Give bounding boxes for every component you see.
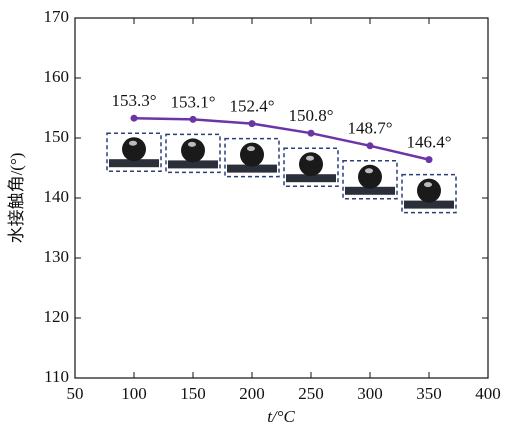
droplet-highlight bbox=[306, 156, 314, 161]
droplet-highlight bbox=[129, 141, 137, 146]
y-tick-label: 130 bbox=[44, 247, 70, 266]
x-tick-label: 300 bbox=[357, 384, 383, 403]
x-tick-label: 100 bbox=[121, 384, 147, 403]
point bbox=[367, 142, 374, 149]
point bbox=[308, 130, 315, 137]
data-label: 152.4° bbox=[229, 97, 274, 116]
y-tick-label: 140 bbox=[44, 187, 70, 206]
point bbox=[426, 156, 433, 163]
x-tick-label: 200 bbox=[239, 384, 265, 403]
droplet-highlight bbox=[188, 142, 196, 147]
y-tick-label: 160 bbox=[44, 67, 70, 86]
droplet-highlight bbox=[365, 168, 373, 173]
y-tick-label: 150 bbox=[44, 127, 70, 146]
point bbox=[249, 120, 256, 127]
x-tick-label: 400 bbox=[475, 384, 501, 403]
y-tick-label: 170 bbox=[44, 7, 70, 26]
y-tick-label: 110 bbox=[44, 367, 69, 386]
droplet-highlight bbox=[247, 146, 255, 151]
y-axis-label: 水接触角/(°) bbox=[7, 153, 26, 244]
point bbox=[190, 116, 197, 123]
chart: t/°C 水接触角/(°) 110 120 130 140 150 160 170 50 100… bbox=[0, 0, 506, 429]
x-tick-label: 150 bbox=[180, 384, 206, 403]
y-tick-label: 120 bbox=[44, 307, 70, 326]
x-tick-label: 350 bbox=[416, 384, 442, 403]
data-label: 146.4° bbox=[406, 133, 451, 152]
data-label: 148.7° bbox=[347, 119, 392, 138]
droplet-highlight bbox=[424, 182, 432, 187]
data-label: 153.3° bbox=[111, 91, 156, 110]
x-tick-label: 50 bbox=[67, 384, 84, 403]
data-label: 150.8° bbox=[288, 106, 333, 125]
x-axis-label: t/°C bbox=[267, 407, 295, 426]
data-label: 153.1° bbox=[170, 92, 215, 111]
x-tick-label: 250 bbox=[298, 384, 324, 403]
point bbox=[131, 115, 138, 122]
